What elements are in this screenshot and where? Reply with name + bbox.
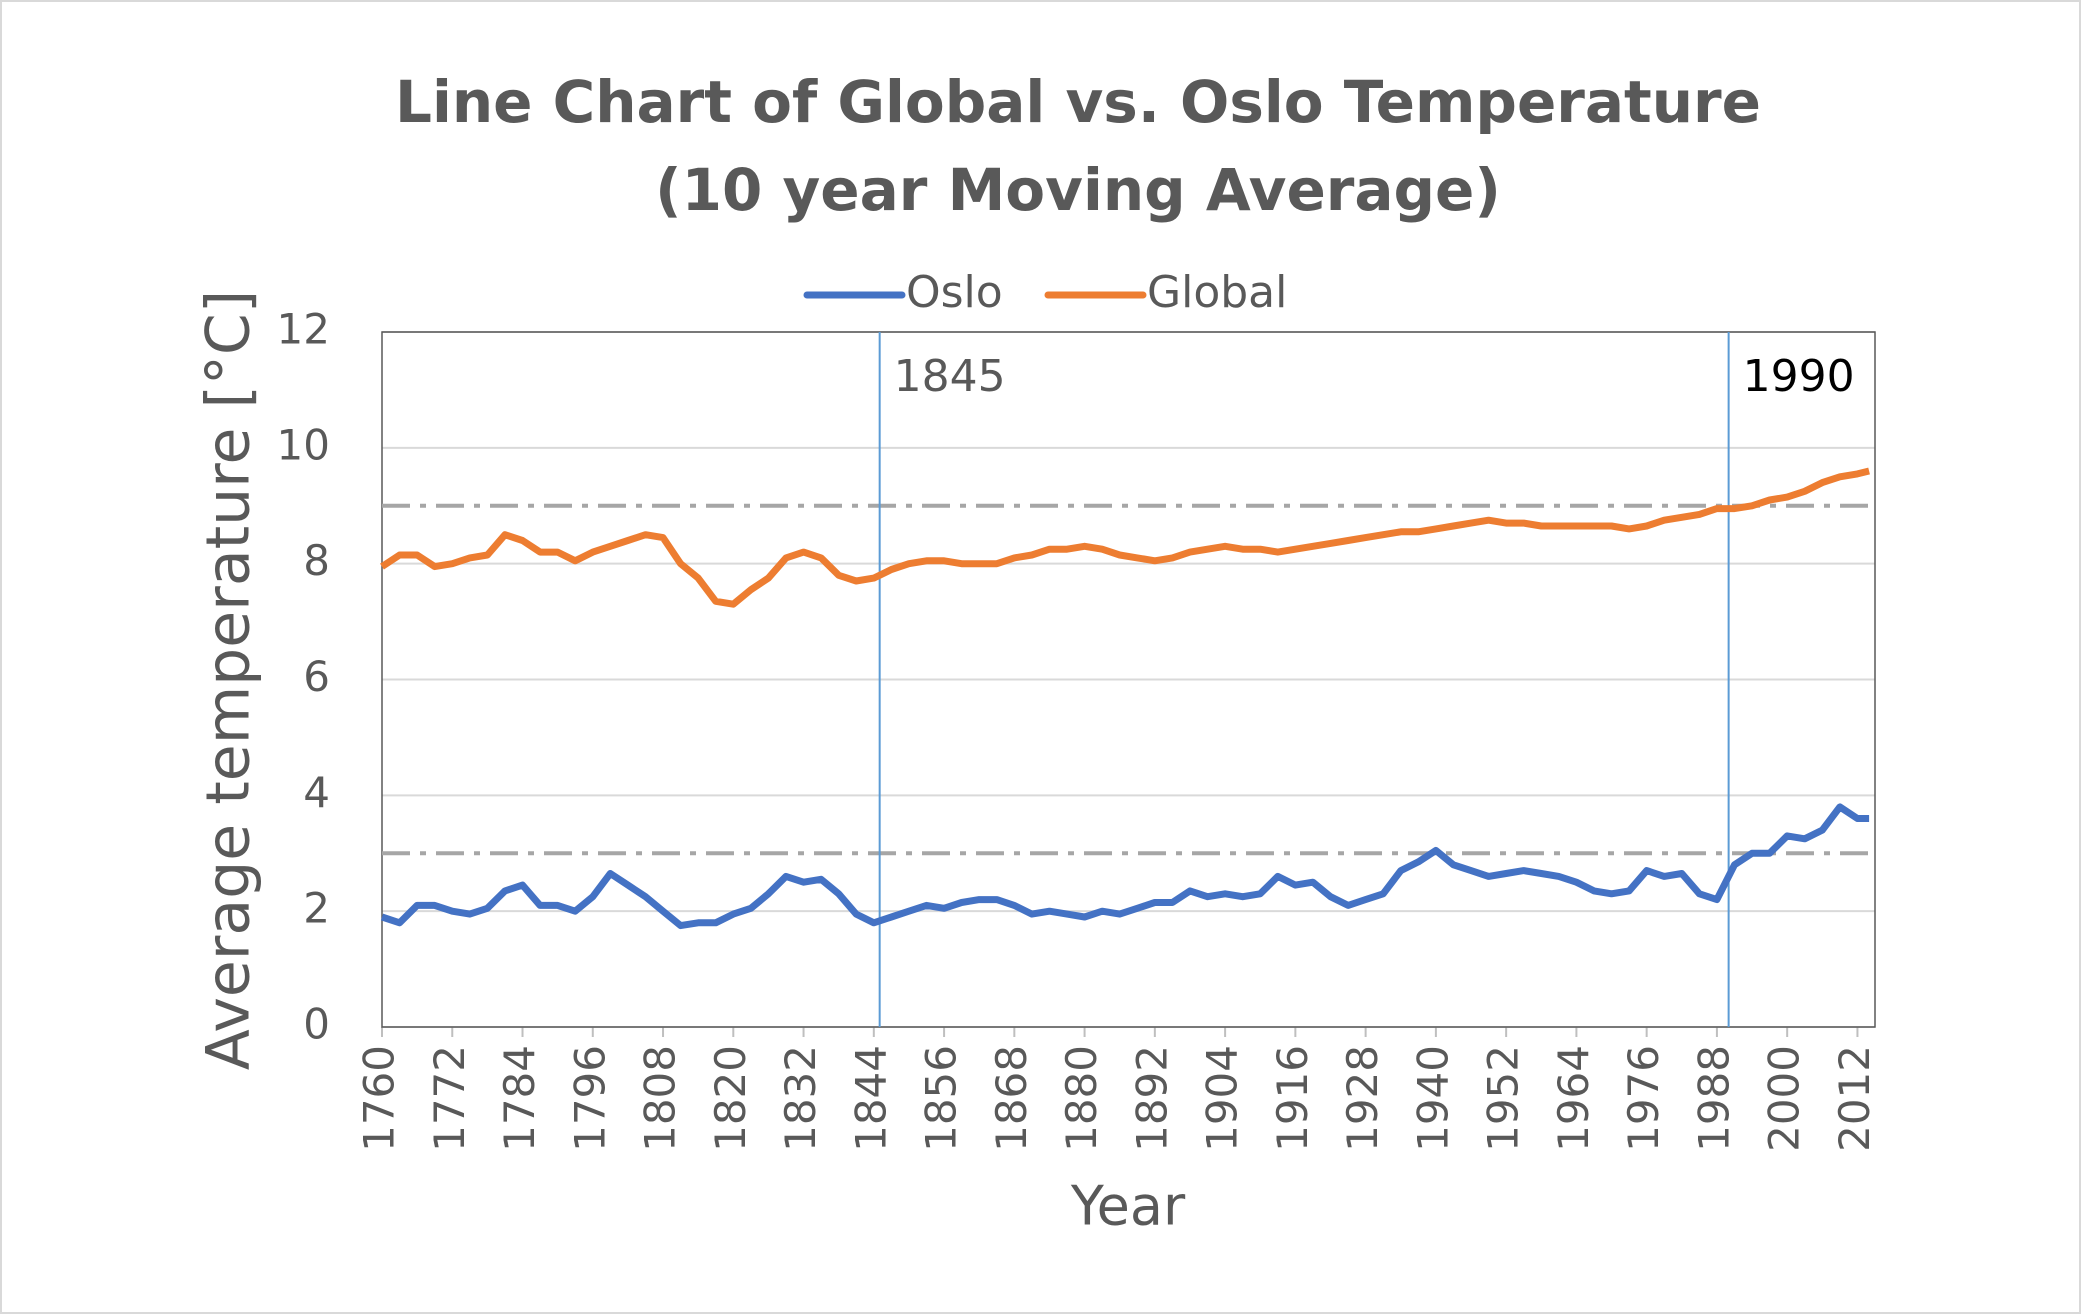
x-tick-label: 1880 [1057, 1045, 1106, 1152]
series-line [380, 467, 1870, 608]
series-line [380, 803, 1870, 930]
x-tick-label: 1808 [636, 1045, 685, 1152]
x-tick-label: 1760 [355, 1045, 404, 1152]
x-tick-label: 1892 [1127, 1045, 1176, 1152]
y-tick-label: 12 [277, 305, 330, 354]
x-axis-label: Year [1070, 1175, 1186, 1238]
x-tick-label: 1820 [706, 1045, 755, 1152]
x-tick-label: 1856 [917, 1045, 966, 1152]
x-tick-label: 1784 [495, 1045, 544, 1152]
y-tick-label: 4 [303, 768, 330, 817]
x-tick-label: 2012 [1830, 1045, 1879, 1152]
y-tick-label: 6 [303, 652, 330, 701]
legend-label: Oslo [906, 267, 1003, 318]
x-tick-label: 2000 [1760, 1045, 1809, 1152]
x-tick-label: 1904 [1198, 1045, 1247, 1152]
plot-frame [381, 331, 1876, 1028]
x-tick-label: 1868 [987, 1045, 1036, 1152]
legend-label: Global [1147, 267, 1287, 318]
x-tick-label: 1844 [846, 1045, 895, 1152]
y-tick-label: 8 [303, 536, 330, 585]
marker-label: 1990 [1743, 351, 1855, 402]
y-tick-label: 0 [303, 1000, 330, 1049]
y-tick-label: 2 [303, 884, 330, 933]
x-tick-label: 1976 [1619, 1045, 1668, 1152]
x-tick-label: 1988 [1689, 1045, 1738, 1152]
x-tick-label: 1928 [1338, 1045, 1387, 1152]
chart-title: Line Chart of Global vs. Oslo Temperatur… [395, 68, 1761, 136]
x-tick-label: 1940 [1408, 1045, 1457, 1152]
marker-label: 1845 [894, 351, 1006, 402]
x-tick-label: 1952 [1479, 1045, 1528, 1152]
x-tick-label: 1832 [776, 1045, 825, 1152]
chart-subtitle: (10 year Moving Average) [655, 156, 1501, 224]
x-tick-label: 1916 [1268, 1045, 1317, 1152]
y-axis-label: Average temperature [°C] [194, 290, 264, 1070]
x-tick-label: 1772 [425, 1045, 474, 1152]
y-tick-label: 10 [277, 420, 330, 469]
x-tick-label: 1796 [565, 1045, 614, 1152]
x-tick-label: 1964 [1549, 1045, 1598, 1152]
